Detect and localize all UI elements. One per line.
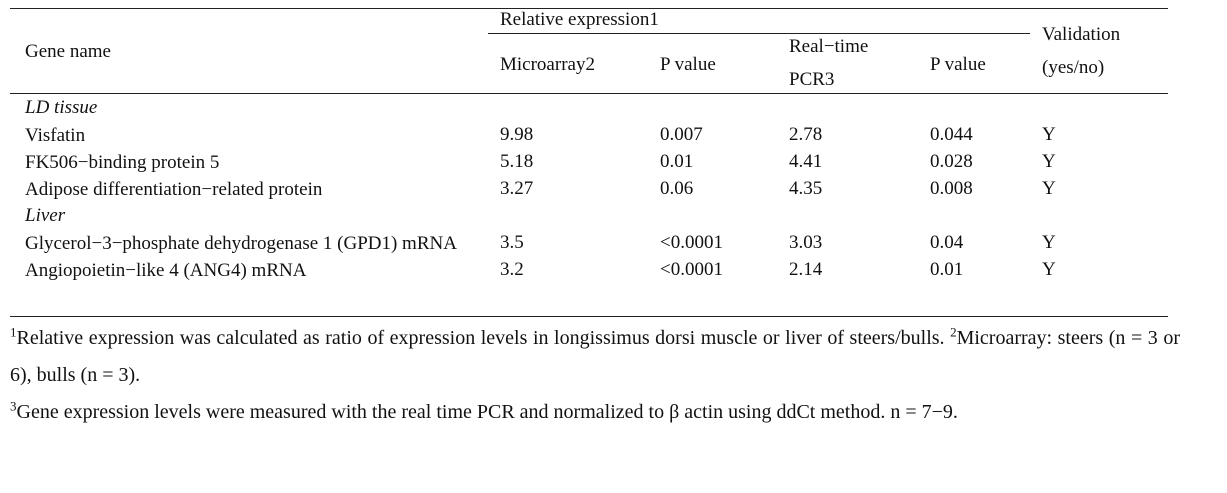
cell: 0.007 bbox=[660, 124, 703, 145]
column-header: Microarray2 bbox=[500, 54, 595, 75]
cell: Y bbox=[1042, 124, 1056, 145]
group-header: Relative expression1 bbox=[500, 9, 659, 30]
cell: 2.78 bbox=[789, 124, 823, 145]
cell: 0.01 bbox=[930, 259, 964, 280]
column-header: Gene name bbox=[25, 41, 111, 62]
cell: 9.98 bbox=[500, 124, 534, 145]
column-header: (yes/no) bbox=[1042, 57, 1105, 78]
gene-name: Angiopoietin−like 4 (ANG4) mRNA bbox=[25, 260, 307, 281]
gene-name: Visfatin bbox=[25, 125, 86, 146]
rule-bottom bbox=[10, 316, 1168, 317]
column-header: PCR3 bbox=[789, 69, 835, 90]
cell: 0.04 bbox=[930, 232, 964, 253]
gene-name: Glycerol−3−phosphate dehydrogenase 1 (GP… bbox=[25, 233, 457, 254]
rule-top bbox=[10, 8, 1168, 9]
column-header: P value bbox=[660, 54, 716, 75]
cell: 0.008 bbox=[930, 178, 973, 199]
cell: 0.044 bbox=[930, 124, 973, 145]
footnote-marker: 2 bbox=[950, 324, 957, 340]
cell: Y bbox=[1042, 151, 1056, 172]
cell: 0.028 bbox=[930, 151, 973, 172]
footnote-marker: 3 bbox=[10, 398, 17, 414]
column-header: P value bbox=[930, 54, 986, 75]
cell: 3.2 bbox=[500, 259, 524, 280]
cell: 2.14 bbox=[789, 259, 823, 280]
footnote: 3Gene expression levels were measured wi… bbox=[10, 394, 1180, 431]
footnote-text: Gene expression levels were measured wit… bbox=[16, 401, 958, 423]
column-header: Real−time bbox=[789, 36, 869, 57]
cell: Y bbox=[1042, 178, 1056, 199]
gene-name: Adipose differentiation−related protein bbox=[25, 179, 323, 200]
cell: <0.0001 bbox=[660, 232, 723, 253]
cell: Y bbox=[1042, 259, 1056, 280]
cell: 3.5 bbox=[500, 232, 524, 253]
column-header: Validation bbox=[1042, 24, 1121, 45]
cell: 4.35 bbox=[789, 178, 823, 199]
cell: <0.0001 bbox=[660, 259, 723, 280]
rule-group bbox=[488, 33, 1030, 34]
footnote: 1Relative expression was calculated as r… bbox=[10, 320, 1180, 394]
cell: 4.41 bbox=[789, 151, 823, 172]
gene-name: FK506−binding protein 5 bbox=[25, 152, 220, 173]
footnote-marker: 1 bbox=[10, 324, 17, 340]
cell: 0.01 bbox=[660, 151, 694, 172]
rule-header bbox=[10, 93, 1168, 94]
footnote-text: Microarray: steers (n = 3 or 6), bulls (… bbox=[10, 327, 1180, 386]
cell: 5.18 bbox=[500, 151, 534, 172]
cell: 3.03 bbox=[789, 232, 823, 253]
cell: Y bbox=[1042, 232, 1056, 253]
footnote-text: Relative expression was calculated as ra… bbox=[16, 327, 951, 349]
cell: 3.27 bbox=[500, 178, 534, 199]
cell: 0.06 bbox=[660, 178, 694, 199]
section-label: LD tissue bbox=[25, 97, 98, 118]
section-label: Liver bbox=[25, 205, 66, 226]
